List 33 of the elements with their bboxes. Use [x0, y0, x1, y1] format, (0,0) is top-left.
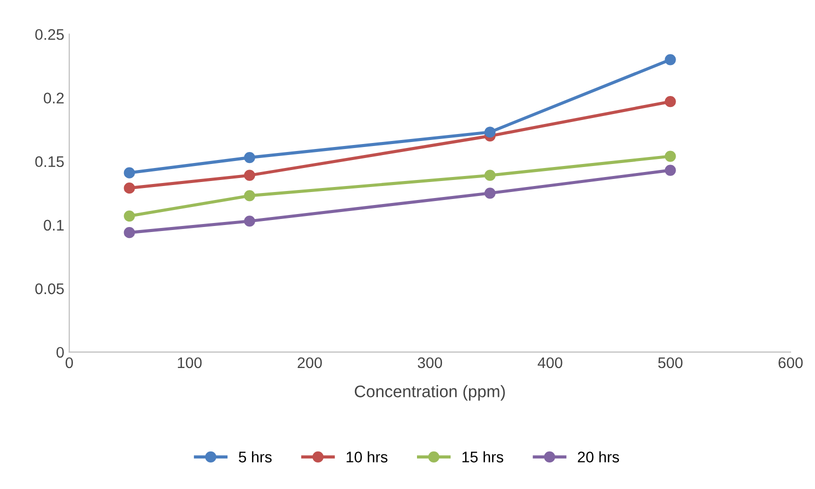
y-tick-label: 0.1 — [44, 220, 64, 231]
point — [484, 188, 496, 199]
point — [124, 182, 135, 194]
y-tick-label: 0.2 — [44, 92, 64, 104]
y-tick-label: 0.05 — [35, 283, 64, 294]
point — [484, 170, 496, 181]
point — [664, 150, 676, 162]
point — [124, 167, 135, 178]
point — [244, 216, 256, 227]
legend-label: 20 hrs — [578, 451, 620, 462]
point — [664, 164, 676, 176]
x-tick-label: 0 — [66, 357, 73, 368]
y-tick-label: 0.25 — [35, 29, 64, 40]
point — [124, 227, 135, 238]
x-tick-label: 600 — [778, 357, 803, 368]
x-tick-label: 500 — [658, 357, 682, 368]
point — [124, 210, 135, 222]
point — [244, 152, 256, 164]
point — [244, 190, 256, 202]
x-tick-label: 200 — [298, 357, 322, 368]
legend-label: 5 hrs — [238, 451, 272, 462]
point — [664, 96, 676, 108]
x-tick-label: 300 — [418, 357, 442, 368]
point — [244, 170, 256, 181]
x-axis-title: Concentration (ppm) — [354, 385, 505, 401]
x-tick-label: 100 — [178, 357, 202, 368]
point — [484, 126, 496, 138]
x-tick-label: 400 — [538, 357, 562, 368]
y-tick-label: 0 — [56, 346, 64, 358]
legend-label: 10 hrs — [346, 451, 388, 462]
legend-label: 15 hrs — [462, 451, 504, 462]
point — [664, 54, 676, 66]
y-tick-label: 0.15 — [35, 156, 64, 168]
